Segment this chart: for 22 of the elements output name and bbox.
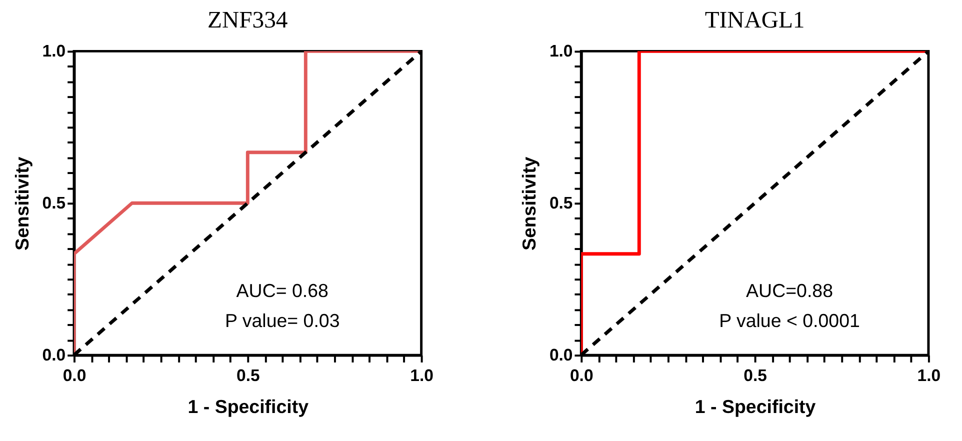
x-tick-label: 0.5: [744, 366, 767, 386]
y-tick-label: 0.0: [549, 346, 573, 364]
y-tick-label: 0.0: [42, 346, 66, 364]
x-tick-label: 1.0: [410, 366, 434, 386]
annotation: AUC=0.88: [746, 280, 834, 302]
y-axis-title: Sensitivity: [11, 156, 32, 250]
y-tick-label: 0.5: [42, 194, 66, 213]
x-tick-label: 0.5: [236, 366, 260, 386]
chart-title: ZNF334: [208, 8, 288, 34]
x-axis-title: 1 - Specificity: [694, 396, 816, 417]
y-tick-label: 0.5: [549, 194, 573, 213]
annotation: AUC= 0.68: [236, 280, 328, 302]
x-tick-label: 0.0: [570, 366, 594, 386]
y-axis-title: Sensitivity: [518, 156, 540, 250]
annotation: P value= 0.03: [225, 310, 340, 331]
y-tick-label: 1.0: [549, 42, 573, 61]
chart-title: TINAGL1: [704, 8, 805, 34]
x-axis-title: 1 - Specificity: [188, 396, 310, 417]
x-tick-label: 1.0: [917, 366, 941, 386]
x-tick-label: 0.0: [62, 366, 86, 386]
annotation: P value < 0.0001: [719, 310, 860, 331]
y-tick-label: 1.0: [42, 42, 66, 61]
